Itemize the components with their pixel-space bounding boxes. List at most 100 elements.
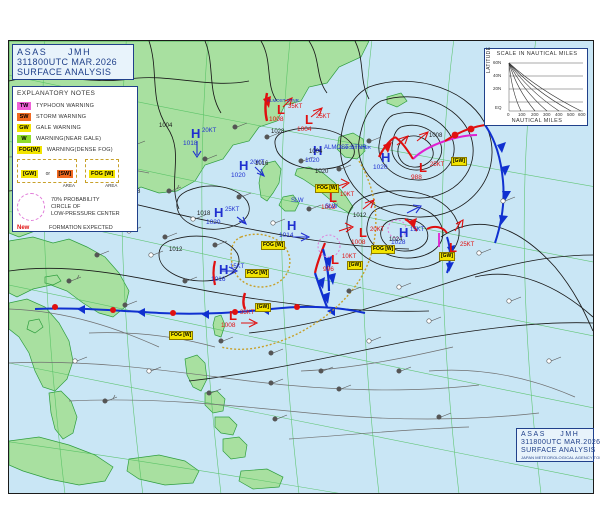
high-pressure-value: 1028	[391, 239, 406, 246]
movement-speed-label: 20KT	[202, 128, 217, 134]
low-pressure-value: 996	[323, 266, 334, 273]
high-pressure-symbol: H	[381, 150, 391, 165]
legend-heading: EXPLANATORY NOTES	[17, 90, 96, 97]
high-pressure-value: 1020	[206, 219, 221, 226]
legend-item-storm-warning: SW STORM WARNING	[17, 111, 133, 122]
high-pressure-value: 1020	[305, 157, 320, 164]
chart-title-block-top-left: ASAS JMH 311800UTC MAR.2026 SURFACE ANAL…	[12, 44, 134, 80]
movement-speed-label: 35KT	[288, 104, 303, 110]
scale-xtick-300: 300	[543, 112, 551, 117]
area-chip-gw: [GW]	[21, 170, 39, 178]
warning-area-box: [GW]	[451, 157, 467, 166]
scale-ytick-60n: 60N	[493, 60, 502, 65]
dense-fog-warning-label: WARNING(DENSE FOG)	[46, 146, 113, 153]
isobar-value-label: 1004	[309, 149, 323, 155]
isobar-value-label: 1016	[255, 161, 269, 167]
probability-line-3: LOW-PRESSURE CENTER	[51, 210, 120, 217]
typhoon-warning-chip: TW	[17, 101, 31, 110]
isobar-value-label: 1004	[159, 123, 173, 129]
low-pressure-symbol: L	[305, 112, 313, 127]
storm-warning-chip: SW	[17, 112, 31, 121]
front-occlusion-left	[242, 292, 247, 310]
chart-title-block-bottom-right: ASAS JMH 311800UTC MAR.2026 SURFACE ANAL…	[516, 428, 600, 462]
low-pressure-symbol: L	[229, 308, 237, 323]
warning-area-box: FOG [W]	[261, 241, 286, 250]
scale-ytick-eq: EQ	[495, 105, 502, 110]
explanatory-notes-legend: EXPLANATORY NOTES TW TYPHOON WARNING SW …	[12, 86, 138, 232]
low-pressure-value: 1008	[321, 204, 336, 211]
product-code: ASAS	[17, 47, 48, 57]
new-keyword: New	[17, 225, 30, 231]
low-pressure-value: 1004	[297, 126, 312, 133]
probability-text: 70% PROBABILITY CIRCLE OF LOW-PRESSURE C…	[51, 197, 120, 218]
motion-label: SLW	[325, 204, 338, 210]
br-product-code: ASAS	[521, 431, 547, 438]
agency-credit: JAPAN METEOROLOGICAL AGENCY TOKYO	[521, 455, 600, 460]
isobar-value-label: 1024	[389, 237, 403, 243]
typhoon-warning-label: TYPHOON WARNING	[36, 102, 95, 109]
motion-label: SLW	[291, 198, 304, 204]
high-pressure-value: 1018	[183, 140, 198, 147]
legend-new-formation: New FORMATION EXPECTED	[17, 225, 133, 231]
isobar-value-label: 1020	[315, 169, 329, 175]
movement-speed-label: 15KT	[230, 264, 245, 270]
low-pressure-symbol: L	[331, 252, 339, 267]
low-pressure-symbol: L	[419, 160, 427, 175]
high-pressure-value: 1014	[279, 232, 294, 239]
scale-xtick-600: 600	[578, 112, 586, 117]
br-product-line: ASAS JMH	[521, 431, 589, 439]
title-datetime: 311800UTC MAR.2026	[17, 57, 118, 67]
warning-area-box: [GW]	[255, 303, 271, 312]
isobar-value-label: 1008	[429, 133, 443, 139]
scale-xtick-400: 400	[555, 112, 563, 117]
cold-front-hook-left	[378, 136, 396, 158]
legend-item-gale-warning: GW GALE WARNING	[17, 122, 133, 133]
high-pressure-symbol: H	[239, 158, 249, 173]
movement-speed-label: 20KT	[250, 160, 265, 166]
br-datetime: 311800UTC MAR.2026	[521, 439, 600, 446]
movement-speed-label: ALMOST STNR	[324, 145, 367, 151]
stationary-front-south	[34, 304, 366, 319]
area-label-1: AREA	[62, 183, 76, 188]
legend-area-examples: [GW] or [SW] AREA FOG [W] AREA	[17, 159, 133, 188]
cold-front-mid-left	[212, 260, 217, 286]
legend-item-near-gale-warning: W WARNING(NEAR GALE)	[17, 133, 133, 144]
cold-front-996	[321, 248, 336, 292]
area-or-word: or	[45, 171, 51, 177]
legend-item-dense-fog-warning: FOG[W] WARNING(DENSE FOG)	[17, 144, 133, 155]
br-station-id: JMH	[560, 431, 580, 438]
movement-speed-label: 20KT	[370, 227, 385, 233]
fog-area-example: FOG [W] AREA	[85, 159, 120, 188]
probability-circle-layer	[317, 219, 407, 258]
near-gale-warning-chip: W	[17, 134, 31, 143]
movement-speed-label: 35KT	[240, 310, 255, 316]
low-pressure-value: 988	[411, 174, 422, 181]
movement-speed-label: 25KT	[460, 242, 475, 248]
scale-xtick-500: 500	[567, 112, 575, 117]
high-pressure-value: 1020	[373, 164, 388, 171]
legend-probability-circle: 70% PROBABILITY CIRCLE OF LOW-PRESSURE C…	[17, 193, 133, 221]
near-gale-warning-label: WARNING(NEAR GALE)	[36, 135, 102, 142]
area-chip-sw: [SW]	[56, 170, 74, 178]
probability-line-1: 70% PROBABILITY	[51, 196, 100, 203]
motion-label: ALMOST STNR	[339, 145, 371, 150]
gale-storm-area-example: [GW] or [SW] AREA	[17, 159, 78, 188]
scale-nomogram	[508, 62, 583, 112]
high-pressure-value: 1016	[211, 276, 226, 283]
scale-ytick-40n: 40N	[493, 73, 502, 78]
warning-area-box: FOG [W]	[245, 269, 270, 278]
movement-speed-label: 25KT	[430, 162, 445, 168]
high-pressure-symbol: H	[287, 218, 297, 233]
movement-speed-label: 10KT	[340, 192, 355, 198]
low-pressure-value: 1008	[351, 239, 366, 246]
scale-xtick-200: 200	[531, 112, 539, 117]
high-pressure-symbol: H	[214, 205, 224, 220]
br-chart-type: SURFACE ANALYSIS	[521, 447, 596, 454]
nautical-miles-scale-box: SCALE IN NAUTICAL MILES LATITUDE 60N 40N	[484, 47, 588, 126]
cold-front-japan	[313, 242, 330, 308]
high-pressure-symbol: H	[219, 262, 229, 277]
cold-front-right	[484, 124, 511, 244]
low-pressure-value: 1008	[221, 322, 236, 329]
probability-circle-icon	[17, 193, 45, 221]
